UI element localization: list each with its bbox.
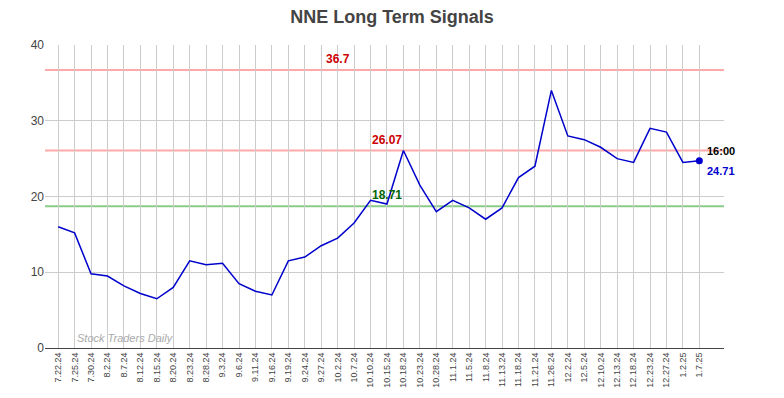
svg-text:12.2.24: 12.2.24 — [563, 353, 573, 383]
svg-text:30: 30 — [31, 114, 45, 128]
svg-text:40: 40 — [31, 38, 45, 52]
svg-text:8.12.24: 8.12.24 — [135, 353, 145, 383]
svg-text:12.23.24: 12.23.24 — [645, 353, 655, 388]
svg-text:7.22.24: 7.22.24 — [53, 353, 63, 383]
svg-text:NNE Long Term Signals: NNE Long Term Signals — [290, 7, 494, 27]
svg-text:9.6.24: 9.6.24 — [234, 353, 244, 378]
svg-text:26.07: 26.07 — [372, 133, 402, 147]
svg-text:16:00: 16:00 — [707, 145, 735, 157]
svg-text:9.3.24: 9.3.24 — [217, 353, 227, 378]
svg-text:7.25.24: 7.25.24 — [70, 353, 80, 383]
svg-text:8.7.24: 8.7.24 — [119, 353, 129, 378]
svg-text:11.5.24: 11.5.24 — [464, 353, 474, 382]
svg-text:10.10.24: 10.10.24 — [365, 353, 375, 388]
svg-text:1.2.25: 1.2.25 — [678, 353, 688, 378]
svg-text:11.8.24: 11.8.24 — [481, 353, 491, 382]
svg-text:11.18.24: 11.18.24 — [513, 353, 523, 387]
svg-text:11.26.24: 11.26.24 — [546, 353, 556, 387]
svg-text:12.10.24: 12.10.24 — [596, 353, 606, 388]
svg-text:8.15.24: 8.15.24 — [152, 353, 162, 383]
svg-text:10.28.24: 10.28.24 — [431, 353, 441, 388]
svg-text:9.24.24: 9.24.24 — [300, 353, 310, 383]
svg-text:Stock Traders Daily: Stock Traders Daily — [77, 332, 174, 344]
svg-text:10.7.24: 10.7.24 — [349, 353, 359, 383]
svg-text:12.5.24: 12.5.24 — [579, 353, 589, 383]
svg-text:10: 10 — [31, 265, 45, 279]
svg-text:8.23.24: 8.23.24 — [185, 353, 195, 383]
svg-text:8.28.24: 8.28.24 — [201, 353, 211, 383]
svg-text:10.2.24: 10.2.24 — [333, 353, 343, 383]
svg-text:20: 20 — [31, 190, 45, 204]
svg-text:11.1.24: 11.1.24 — [448, 353, 458, 382]
svg-text:8.20.24: 8.20.24 — [168, 353, 178, 383]
svg-text:12.13.24: 12.13.24 — [612, 353, 622, 388]
svg-text:8.2.24: 8.2.24 — [102, 353, 112, 378]
svg-text:11.21.24: 11.21.24 — [530, 353, 540, 387]
svg-text:10.23.24: 10.23.24 — [415, 353, 425, 388]
svg-text:10.18.24: 10.18.24 — [398, 353, 408, 388]
svg-text:9.27.24: 9.27.24 — [316, 353, 326, 383]
svg-text:1.7.25: 1.7.25 — [694, 353, 704, 378]
svg-text:9.19.24: 9.19.24 — [283, 353, 293, 383]
svg-text:0: 0 — [37, 341, 44, 355]
svg-text:11.13.24: 11.13.24 — [497, 353, 507, 387]
svg-text:7.30.24: 7.30.24 — [86, 353, 96, 383]
svg-text:9.16.24: 9.16.24 — [267, 353, 277, 383]
svg-text:18.71: 18.71 — [372, 188, 402, 202]
svg-text:12.27.24: 12.27.24 — [661, 353, 671, 388]
svg-text:36.7: 36.7 — [326, 52, 350, 66]
svg-text:24.71: 24.71 — [707, 165, 735, 177]
svg-text:12.18.24: 12.18.24 — [629, 353, 639, 388]
svg-text:10.15.24: 10.15.24 — [382, 353, 392, 388]
svg-text:9.11.24: 9.11.24 — [250, 353, 260, 382]
